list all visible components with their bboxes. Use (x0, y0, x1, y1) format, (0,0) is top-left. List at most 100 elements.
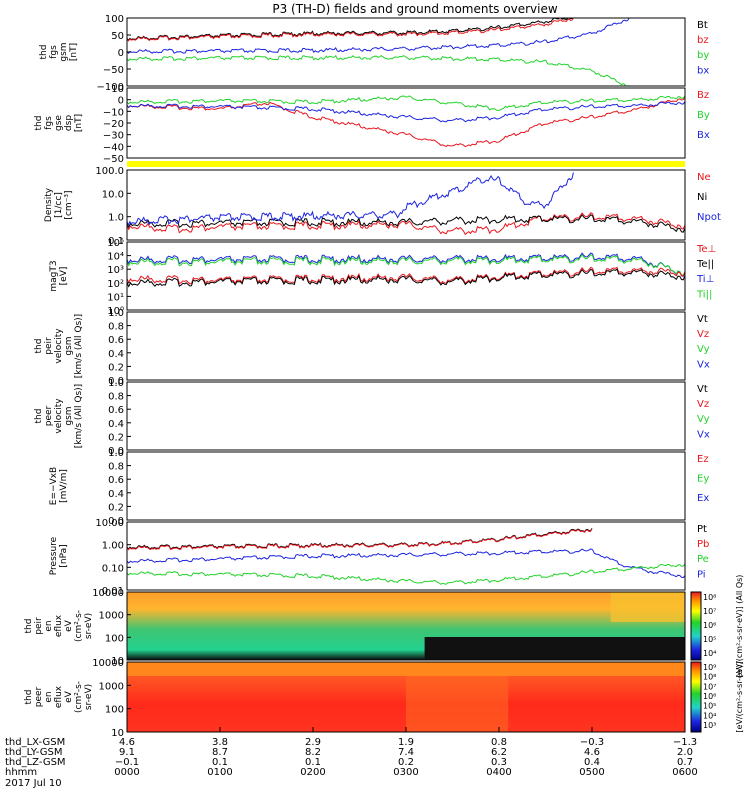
x-row-value: 1.9 (398, 737, 414, 748)
y-tick-label: 0.0 (108, 516, 124, 527)
panel-frame (126, 381, 686, 451)
y-tick-label: 100 (105, 705, 124, 716)
legend-item: Pb (697, 539, 709, 550)
legend-item: Pe (697, 554, 709, 565)
x-row-value: 4.6 (119, 737, 135, 748)
y-axis-label: thd peir en eflux eV (cm²-s-sr-eV) (24, 610, 94, 642)
series-line-by (126, 54, 630, 87)
legend-item: Ez (697, 454, 709, 465)
y-tick-label: 100 (105, 633, 124, 644)
y-axis-label-line: thd (39, 45, 49, 60)
x-row-value: 4.6 (584, 747, 600, 758)
legend-item: Npot (697, 212, 721, 223)
x-row-label: thd_LX-GSM (5, 737, 65, 748)
series-line-npot (126, 172, 574, 227)
series-line-ti (126, 252, 686, 278)
x-axis-date: 2017 Jul 10 (5, 778, 62, 789)
y-axis-label-line: peer (44, 405, 54, 426)
separator-band (127, 161, 685, 167)
y-axis-label-line: [nT] (74, 114, 84, 132)
y-tick-label: 0.01 (102, 586, 124, 597)
panel-pressure: 10.00 1.00 0.10 0.01 Pressure [nPa] Pt Pb Pe Pi (49, 518, 709, 597)
y-tick-label: 10⁰ (107, 306, 124, 317)
legend-item: Vz (697, 399, 709, 410)
y-tick-label: −20 (103, 119, 124, 130)
y-axis-label-line: [km/s (All Qs)] (74, 384, 84, 448)
y-axis-label: thd peer velocity gsm [km/s (All Qs)] (34, 384, 84, 448)
y-tick-label: 1.0 (108, 378, 124, 389)
y-axis-label-line: dsp (64, 115, 74, 131)
x-row-label: thd_LY-GSM (5, 747, 62, 758)
y-axis-label-line: thd (34, 116, 44, 131)
y-axis-label-line: peir (44, 337, 54, 355)
y-axis-label-line: en (44, 620, 54, 631)
y-axis-label-line: [nT] (69, 43, 79, 61)
x-row-value: 3.8 (212, 737, 228, 748)
y-tick-label: 10000 (92, 588, 124, 599)
legend-item: Bx (697, 130, 710, 141)
colorbar-label: [eV/(cm²-s-sr-eV)] (All Qs) (735, 575, 744, 678)
y-tick-label: 0.8 (108, 392, 124, 403)
y-axis-label-line: gsm (64, 406, 74, 425)
series-line-ni (126, 214, 686, 233)
y-axis-label-line: gse (54, 115, 64, 131)
y-axis-label-line: eV (64, 619, 74, 632)
y-tick-label: 1000 (99, 681, 124, 692)
x-row-value: 9.1 (119, 747, 135, 758)
colorbar-tick-label: 10⁵ (703, 635, 716, 644)
y-axis-label-line: thd (24, 619, 34, 634)
y-axis-label-line: [km/s (All Qs)] (74, 314, 84, 378)
series-line-pb (126, 528, 593, 551)
y-tick-label: 10² (107, 279, 124, 290)
y-axis-label-line: peer (34, 686, 44, 707)
y-tick-label: 0.4 (108, 489, 124, 500)
y-tick-label: 1000 (99, 611, 124, 622)
legend-item: by (697, 50, 709, 61)
legend-item: Vy (697, 344, 710, 355)
y-axis-label-line: Density (44, 187, 54, 222)
colorbar-tick-label: 10³ (703, 721, 716, 730)
y-axis-label-line: eV (64, 690, 74, 703)
y-axis-label-line: eflux (54, 685, 64, 708)
y-tick-label: 0.2 (108, 432, 124, 443)
panel-frame (126, 311, 686, 381)
colorbar (690, 591, 702, 661)
y-axis-label-line: thd (34, 339, 44, 354)
y-tick-label: 0.6 (108, 405, 124, 416)
x-row-value: 0.1 (305, 757, 321, 768)
colorbar-tick-label: 10⁶ (703, 692, 716, 701)
panel-peer-spec: 10000 1000 100 10 thd peer en eflux eV (cm²-s-sr-… (24, 658, 744, 739)
y-axis-label-line: E=−VxB (49, 467, 59, 505)
legend-item: Ey (697, 473, 709, 484)
x-row-value: 0400 (486, 767, 511, 778)
y-tick-label: −30 (103, 131, 124, 142)
x-row-value: 2.9 (305, 737, 321, 748)
series-line-bz (126, 96, 686, 148)
colorbar-tick-label: 10⁸ (703, 673, 716, 682)
legend-item: Bt (697, 20, 708, 31)
y-tick-label: −50 (103, 154, 124, 165)
series-line-pi (126, 548, 686, 579)
y-tick-label: 0.10 (102, 563, 124, 574)
heatmap-highflux-region (610, 592, 685, 622)
series-line-bx (126, 101, 686, 123)
x-row-value: 0300 (393, 767, 418, 778)
y-axis-label-line: fgs (49, 45, 59, 59)
legend-item: Vx (697, 429, 710, 440)
y-tick-label: 0.4 (108, 419, 124, 430)
heatmap-lowflux-region (424, 637, 685, 660)
y-tick-label: 0.8 (108, 322, 124, 333)
y-tick-label: 0.0 (108, 446, 124, 457)
legend-item: bx (697, 65, 709, 76)
colorbar (690, 661, 702, 733)
y-axis-label-line: fgs (44, 116, 54, 130)
panel-frame (126, 591, 686, 661)
y-tick-label: 0.6 (108, 335, 124, 346)
y-axis-label-line: sr-eV) (84, 684, 94, 710)
y-axis-label-line: [mV/m] (59, 469, 69, 503)
x-row-value: 7.4 (398, 747, 414, 758)
y-tick-label: 0.2 (108, 502, 124, 513)
y-tick-label: 1.0 (108, 448, 124, 459)
